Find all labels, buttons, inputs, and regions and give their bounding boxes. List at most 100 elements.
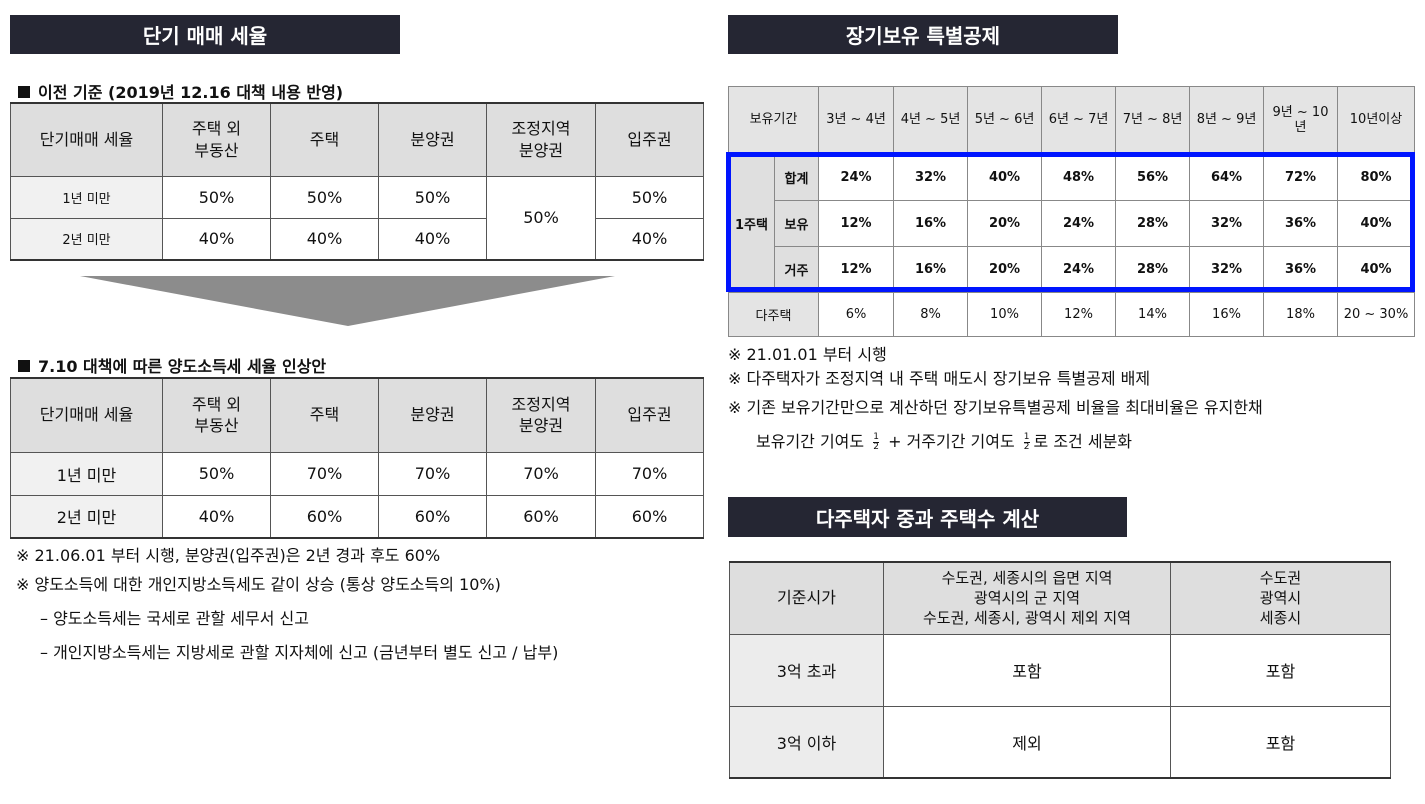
table-row: 2년 미만 40% 40% 40% 40%	[10, 217, 704, 261]
row-label: 합계	[774, 154, 819, 201]
table-cell: 14%	[1115, 292, 1190, 337]
header-cell: 입주권	[595, 377, 704, 453]
fraction-denominator: 2	[873, 442, 879, 452]
header-cell: 주택 외 부동산	[162, 377, 271, 453]
row-label: 3억 초과	[729, 633, 884, 707]
before-heading-text: 이전 기준 (2019년 12.16 대책 내용 반영)	[38, 83, 344, 102]
table-cell: 40%	[162, 217, 271, 261]
table-cell: 60%	[270, 494, 379, 539]
note-line: ※ 기존 보유기간만으로 계산하던 장기보유특별공제 비율을 최대비율은 유지한…	[728, 398, 1263, 417]
note-line: ※ 다주택자가 조정지역 내 주택 매도시 장기보유 특별공제 배제	[728, 369, 1151, 388]
row-label: 보유	[774, 200, 819, 247]
table-cell: 20 ~ 30%	[1337, 292, 1415, 337]
corner-header: 보유기간	[728, 86, 819, 155]
before-tax-table: 단기매매 세율 주택 외 부동산 주택 분양권 조정지역 분양권 입주권 1년 …	[10, 102, 704, 261]
period-header: 5년 ~ 6년	[967, 86, 1042, 155]
table-cell: 40%	[595, 217, 704, 261]
house-count-banner: 다주택자 중과 주택수 계산	[728, 497, 1127, 537]
table-row: 1년 미만 50% 50% 50% 50% 50%	[10, 175, 704, 261]
fraction-numerator: 1	[1023, 432, 1030, 443]
table-cell: 40%	[378, 217, 487, 261]
banner-title: 장기보유 특별공제	[845, 24, 1001, 48]
table-cell: 포함	[883, 633, 1171, 707]
table-cell: 제외	[883, 705, 1171, 779]
note-line: – 양도소득세는 국세로 관할 세무서 신고	[40, 609, 309, 628]
table-cell: 40%	[1337, 246, 1415, 293]
merged-cell: 50%	[486, 175, 596, 261]
row-label: 3억 이하	[729, 705, 884, 779]
table-row: 거주 12% 16% 20% 24% 28% 32% 36% 40%	[729, 246, 1415, 293]
row-label: 다주택	[728, 292, 819, 337]
header-cell: 단기매매 세율	[10, 102, 163, 177]
banner-title: 단기 매매 세율	[142, 24, 268, 48]
table-cell: 포함	[1170, 633, 1391, 707]
house-count-table: 기준시가 수도권, 세종시의 읍면 지역 광역시의 군 지역 수도권, 세종시,…	[729, 561, 1391, 779]
header-cell: 분양권	[378, 102, 487, 177]
table-row: 3억 이하 제외 포함	[729, 705, 1391, 779]
table-cell: 60%	[595, 494, 704, 539]
highlight-box	[726, 152, 1415, 292]
table-cell: 12%	[818, 200, 894, 247]
fraction-denominator: 2	[1023, 442, 1030, 452]
period-header: 6년 ~ 7년	[1041, 86, 1116, 155]
table-cell: 6%	[818, 292, 894, 337]
header-cell: 조정지역 분양권	[486, 102, 596, 177]
period-header: 9년 ~ 10 년	[1263, 86, 1338, 155]
table-cell: 16%	[1189, 292, 1264, 337]
fraction-text: 로 조건 세분화	[1033, 432, 1133, 451]
period-header: 3년 ~ 4년	[818, 86, 894, 155]
table-cell: 16%	[893, 200, 968, 247]
after-heading-text: 7.10 대책에 따른 양도소득세 세율 인상안	[38, 357, 327, 376]
long-term-deduction-banner: 장기보유 특별공제	[728, 15, 1118, 54]
table-cell: 12%	[818, 246, 894, 293]
table-cell: 70%	[595, 451, 704, 496]
table-cell: 50%	[595, 175, 704, 219]
header-cell: 수도권, 세종시의 읍면 지역 광역시의 군 지역 수도권, 세종시, 광역시 …	[883, 561, 1171, 635]
table-cell: 24%	[818, 154, 894, 201]
row-label: 2년 미만	[10, 217, 163, 261]
period-header: 4년 ~ 5년	[893, 86, 968, 155]
down-arrow-icon	[80, 276, 615, 326]
after-heading: 7.10 대책에 따른 양도소득세 세율 인상안	[18, 353, 326, 377]
table-cell: 포함	[1170, 705, 1391, 779]
header-cell: 주택	[270, 377, 379, 453]
period-header: 10년이상	[1337, 86, 1415, 155]
table-cell: 28%	[1115, 246, 1190, 293]
table-cell: 32%	[1189, 200, 1264, 247]
table-cell: 60%	[486, 494, 596, 539]
table-cell: 20%	[967, 246, 1042, 293]
table-row: 보유 12% 16% 20% 24% 28% 32% 36% 40%	[729, 200, 1415, 247]
table-cell: 70%	[270, 451, 379, 496]
table-cell: 70%	[486, 451, 596, 496]
header-cell: 주택 외 부동산	[162, 102, 271, 177]
table-cell: 10%	[967, 292, 1042, 337]
table-cell: 40%	[162, 494, 271, 539]
note-line: ※ 양도소득에 대한 개인지방소득세도 같이 상승 (통상 양도소득의 10%)	[16, 575, 501, 594]
header-cell: 단기매매 세율	[10, 377, 163, 453]
table-cell: 40%	[1337, 200, 1415, 247]
header-cell: 주택	[270, 102, 379, 177]
table-row: 2년 미만 40% 60% 60% 60% 60%	[10, 494, 704, 539]
table-cell: 50%	[162, 451, 271, 496]
row-label: 2년 미만	[10, 494, 163, 539]
note-line: – 개인지방소득세는 지방세로 관할 지자체에 신고 (금년부터 별도 신고 /…	[40, 643, 559, 662]
table-cell: 8%	[893, 292, 968, 337]
table-cell: 40%	[270, 217, 379, 261]
table-row: 3억 초과 포함 포함	[729, 633, 1391, 707]
note-line: ※ 21.01.01 부터 시행	[728, 345, 887, 364]
row-label: 1년 미만	[10, 175, 163, 219]
table-cell: 70%	[378, 451, 487, 496]
table-cell: 28%	[1115, 200, 1190, 247]
fraction-numerator: 1	[873, 432, 879, 443]
row-label: 1년 미만	[10, 451, 163, 496]
table-cell: 24%	[1041, 200, 1116, 247]
table-row: 1년 미만 50% 70% 70% 70% 70%	[10, 451, 704, 496]
header-cell: 분양권	[378, 377, 487, 453]
table-row: 다주택 6% 8% 10% 12% 14% 16% 18% 20 ~ 30%	[728, 292, 1415, 337]
note-line: ※ 21.06.01 부터 시행, 분양권(입주권)은 2년 경과 후도 60%	[16, 546, 441, 565]
table-cell: 36%	[1263, 246, 1338, 293]
period-header: 8년 ~ 9년	[1189, 86, 1264, 155]
square-bullet-icon	[18, 360, 30, 372]
